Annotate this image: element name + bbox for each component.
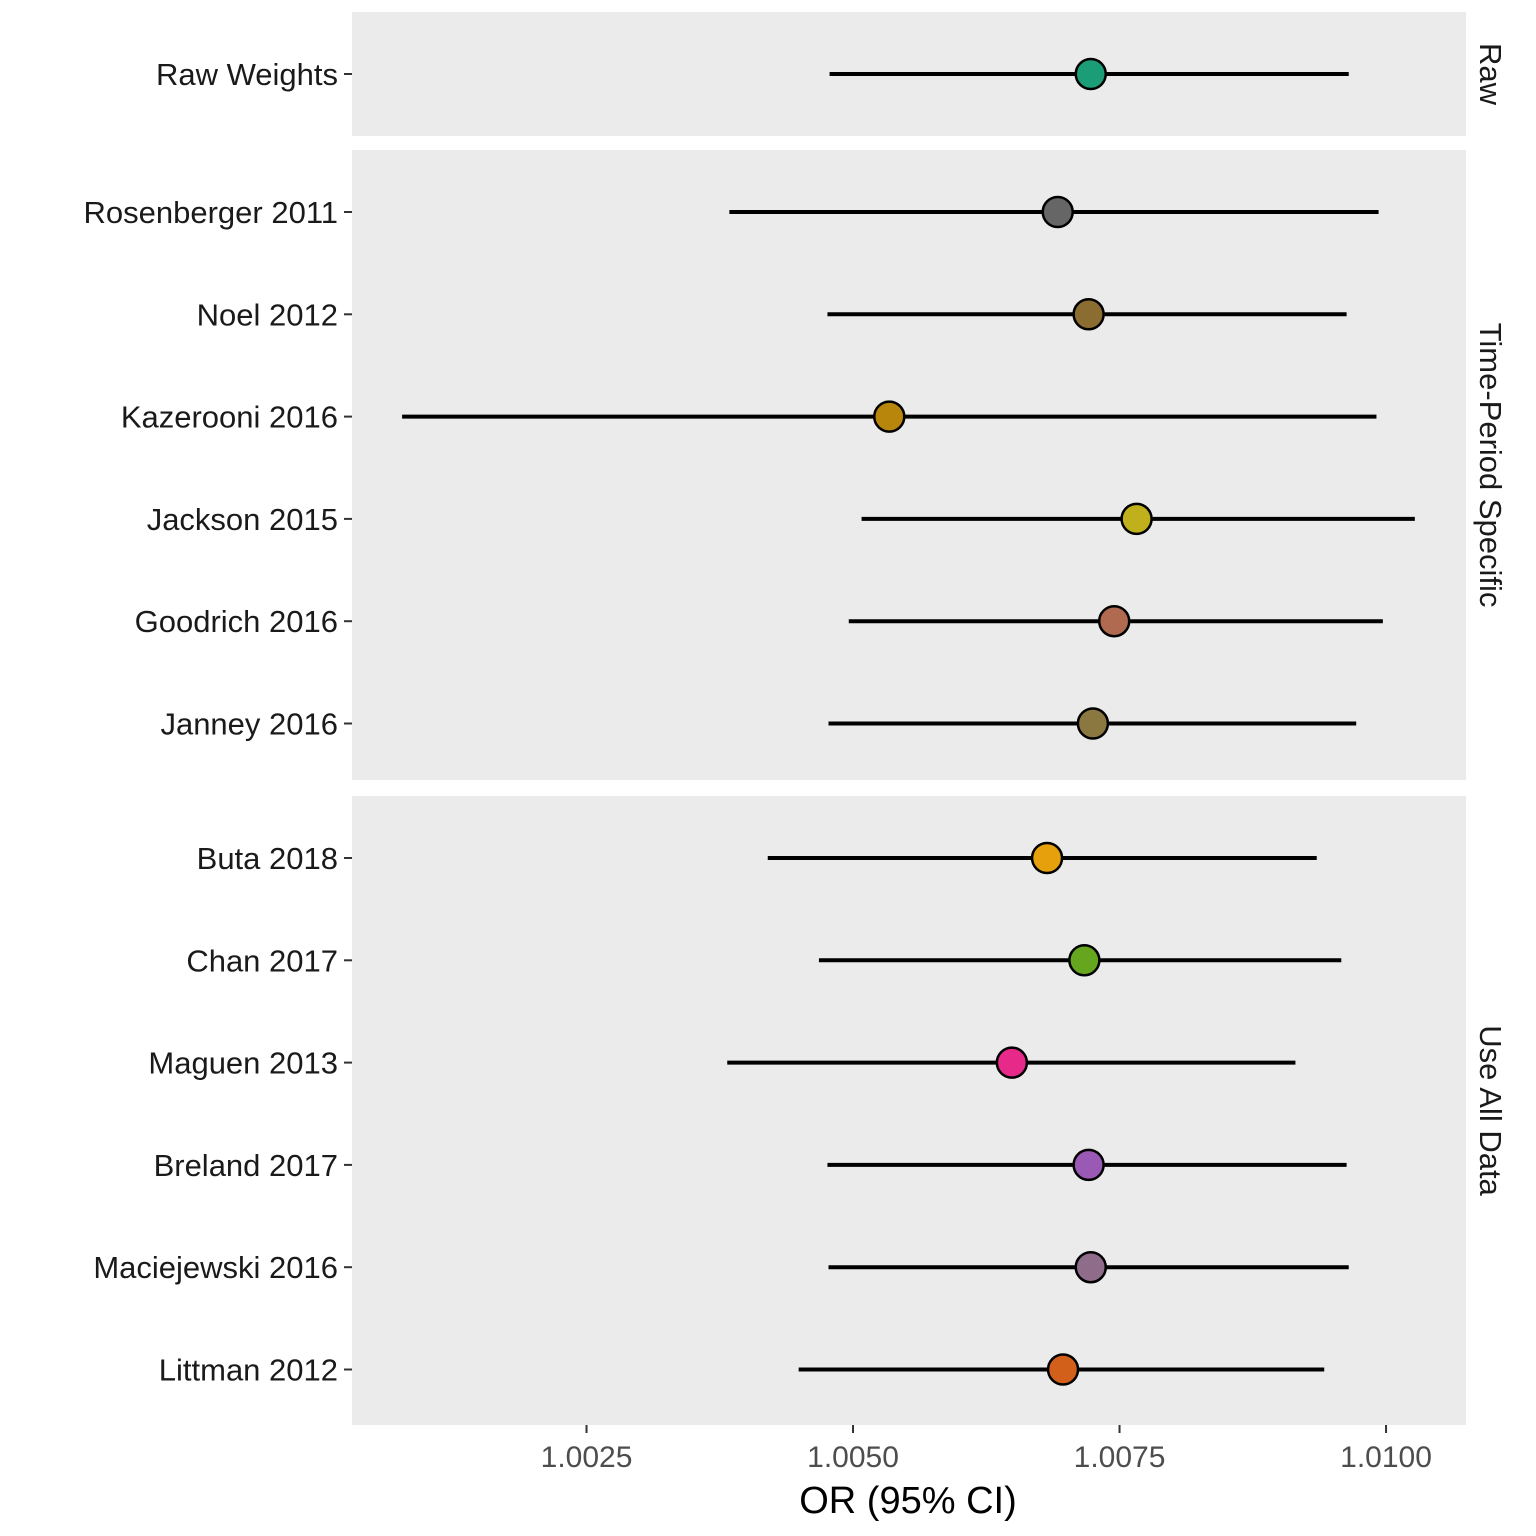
forest-row: Maciejewski 2016 [93,1250,1349,1285]
point-estimate [873,400,906,433]
point-estimate [1068,944,1101,977]
row-label: Breland 2017 [154,1148,338,1183]
x-axis: 1.0025 1.0050 1.0075 1.0100 [541,1425,1432,1474]
panel-background [352,150,1466,780]
point-estimate [1120,502,1153,536]
row-label: Maciejewski 2016 [93,1250,338,1285]
forest-row: Jackson 2015 [147,502,1415,537]
point-estimate [1046,1353,1080,1386]
row-label: Raw Weights [156,57,338,92]
point-estimate [1076,707,1110,740]
forest-row: Buta 2018 [197,841,1317,876]
row-label: Rosenberger 2011 [84,195,339,230]
forest-row: Chan 2017 [186,943,1342,978]
forest-row: Raw Weights [156,57,1349,92]
forest-row: Littman 2012 [159,1353,1325,1388]
panel-background [352,796,1466,1425]
point-estimate [1097,604,1131,638]
forest-row: Goodrich 2016 [135,604,1383,639]
facet-panel-2: Use All Data Buta 2018 Chan 2017 Maguen 201… [93,796,1508,1425]
x-tick-label: 1.0025 [541,1441,633,1474]
facet-panel-1: Time-Period Specific Rosenberger 2011 Noel… [84,150,1508,780]
row-label: Chan 2017 [186,943,338,978]
facet-strip-label: Raw [1473,43,1508,106]
point-estimate [1072,298,1105,331]
facet-panels: Raw Raw Weights Time-Period Specific Rosenb… [84,12,1508,1425]
point-estimate [1072,1148,1105,1182]
facet-panel-0: Raw Raw Weights [156,12,1508,136]
row-label: Goodrich 2016 [135,604,338,639]
x-tick-label: 1.0100 [1340,1441,1432,1474]
x-tick-label: 1.0050 [807,1441,899,1474]
facet-strip-label: Time-Period Specific [1473,323,1508,608]
forest-row: Breland 2017 [154,1148,1347,1183]
forest-row: Rosenberger 2011 [84,195,1379,230]
x-tick-label: 1.0075 [1074,1441,1166,1474]
x-axis-title: OR (95% CI) [799,1480,1016,1522]
point-estimate [1074,1250,1108,1284]
row-label: Kazerooni 2016 [121,400,338,435]
point-estimate [1074,57,1108,91]
forest-row: Noel 2012 [197,297,1347,332]
point-estimate [995,1046,1029,1079]
point-estimate [1041,195,1074,229]
forest-row: Janney 2016 [160,707,1357,742]
row-label: Janney 2016 [160,707,338,742]
row-label: Jackson 2015 [147,502,338,537]
row-label: Maguen 2013 [148,1046,338,1081]
forest-row: Kazerooni 2016 [121,400,1377,435]
row-label: Buta 2018 [197,841,338,876]
point-estimate [1030,841,1064,875]
row-label: Littman 2012 [159,1353,338,1388]
forest-row: Maguen 2013 [148,1046,1296,1081]
facet-strip-label: Use All Data [1473,1025,1508,1196]
row-label: Noel 2012 [197,297,338,332]
